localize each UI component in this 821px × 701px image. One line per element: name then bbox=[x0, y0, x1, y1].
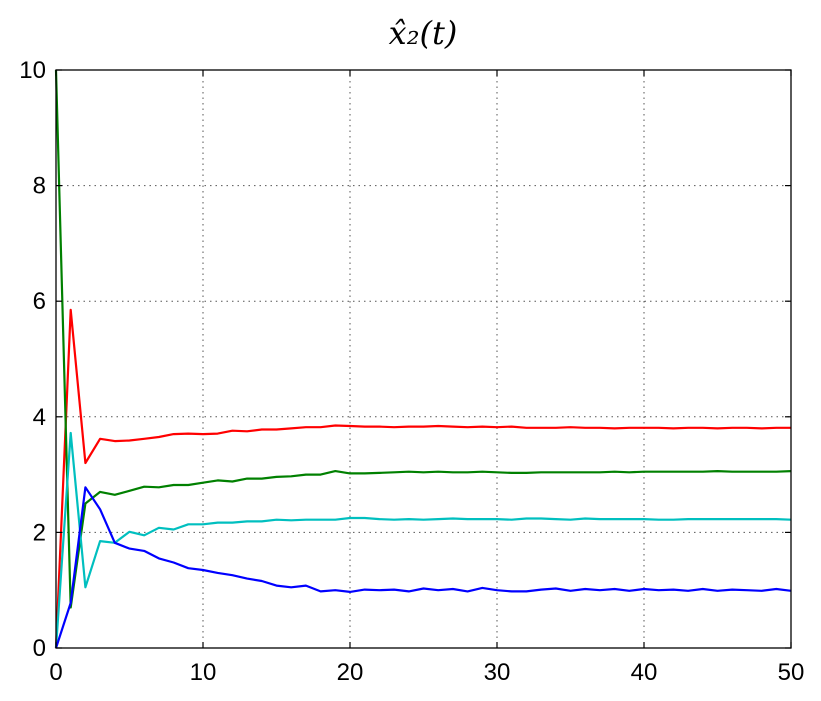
series-line-3 bbox=[54, 431, 792, 649]
y-tick-label: 2 bbox=[33, 519, 46, 546]
series-layer bbox=[54, 69, 792, 649]
y-tick-label: 6 bbox=[33, 288, 46, 315]
y-tick-label: 10 bbox=[19, 57, 46, 84]
series-line-2 bbox=[54, 69, 792, 609]
y-tick-label: 4 bbox=[33, 404, 46, 431]
ticks bbox=[55, 69, 792, 649]
x-tick-label: 30 bbox=[484, 659, 511, 686]
grid bbox=[56, 70, 791, 648]
x-tick-label: 20 bbox=[337, 659, 364, 686]
tick-labels: 0 10 20 30 40 50 0 2 4 6 8 10 bbox=[19, 57, 804, 686]
axes-frame bbox=[55, 69, 792, 649]
y-tick-label: 0 bbox=[33, 635, 46, 662]
series-line-1 bbox=[54, 308, 791, 649]
x-tick-label: 0 bbox=[49, 659, 62, 686]
x-tick-label: 10 bbox=[190, 659, 217, 686]
chart-title: x̂₂(t) bbox=[389, 14, 458, 52]
x-tick-label: 40 bbox=[631, 659, 658, 686]
y-tick-label: 8 bbox=[33, 173, 46, 200]
x-tick-label: 50 bbox=[778, 659, 805, 686]
series-line-4 bbox=[54, 486, 792, 649]
